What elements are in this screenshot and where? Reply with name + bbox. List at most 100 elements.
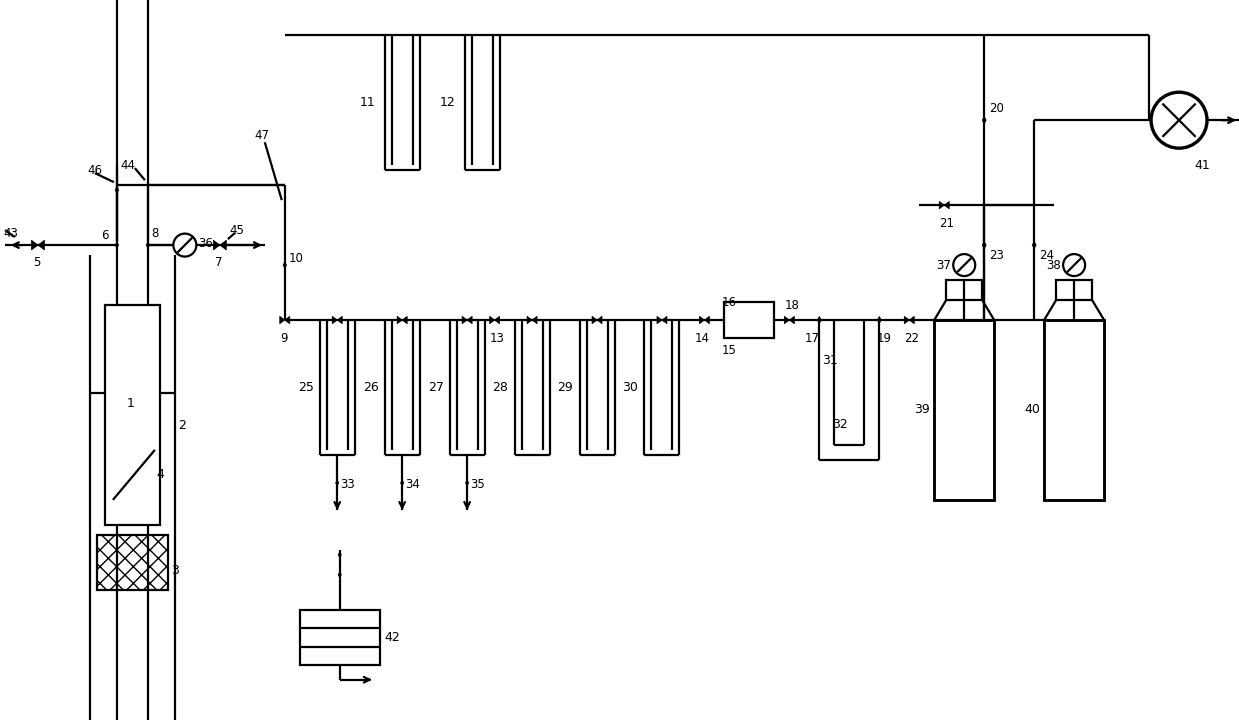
Text: 9: 9	[280, 331, 287, 344]
Text: 21: 21	[939, 217, 954, 230]
Polygon shape	[337, 316, 342, 324]
Bar	[97, 535, 167, 590]
Polygon shape	[662, 316, 667, 324]
Polygon shape	[527, 316, 532, 324]
Text: 12: 12	[440, 96, 456, 109]
Text: 18: 18	[784, 299, 799, 312]
Bar	[947, 280, 983, 300]
Polygon shape	[657, 316, 662, 324]
Text: 41: 41	[1194, 158, 1209, 171]
Polygon shape	[282, 262, 286, 269]
Text: 20: 20	[989, 102, 1004, 114]
Polygon shape	[115, 187, 119, 193]
Text: 4: 4	[157, 469, 165, 482]
Bar	[725, 302, 774, 338]
Polygon shape	[31, 240, 38, 250]
Text: 40: 40	[1025, 403, 1040, 416]
Text: 1: 1	[126, 397, 135, 410]
Text: 34: 34	[405, 478, 420, 491]
Text: 39: 39	[914, 403, 930, 416]
Polygon shape	[818, 316, 821, 323]
Text: 25: 25	[297, 381, 313, 394]
Polygon shape	[983, 241, 986, 248]
Circle shape	[953, 254, 975, 276]
Text: 37: 37	[937, 258, 952, 271]
Text: 42: 42	[384, 631, 400, 644]
Polygon shape	[592, 316, 597, 324]
Polygon shape	[280, 316, 285, 324]
Text: 36: 36	[198, 237, 213, 250]
Polygon shape	[1032, 241, 1036, 248]
Text: 7: 7	[214, 256, 222, 269]
Text: 29: 29	[558, 381, 574, 394]
Text: 8: 8	[151, 227, 159, 240]
Circle shape	[1151, 92, 1207, 148]
Polygon shape	[466, 480, 468, 486]
Polygon shape	[467, 316, 472, 324]
Polygon shape	[338, 572, 341, 577]
Polygon shape	[944, 202, 949, 209]
Polygon shape	[336, 480, 338, 486]
Text: 45: 45	[229, 224, 244, 237]
Text: 19: 19	[876, 331, 891, 344]
Polygon shape	[213, 240, 219, 250]
Circle shape	[1063, 254, 1085, 276]
Text: 38: 38	[1046, 258, 1061, 271]
Text: 16: 16	[721, 295, 736, 309]
Polygon shape	[904, 316, 909, 324]
Text: 3: 3	[171, 564, 178, 577]
Polygon shape	[494, 316, 499, 324]
Text: 26: 26	[363, 381, 378, 394]
Text: 28: 28	[493, 381, 508, 394]
Bar	[1044, 320, 1104, 500]
Polygon shape	[403, 316, 408, 324]
Polygon shape	[909, 316, 914, 324]
Polygon shape	[338, 552, 341, 558]
Polygon shape	[789, 316, 794, 324]
Polygon shape	[784, 316, 789, 324]
Text: 33: 33	[341, 478, 356, 491]
Polygon shape	[939, 202, 944, 209]
Text: 27: 27	[427, 381, 444, 394]
Polygon shape	[532, 316, 536, 324]
Polygon shape	[700, 316, 705, 324]
Polygon shape	[398, 316, 403, 324]
Text: 22: 22	[904, 331, 919, 344]
Text: 32: 32	[833, 418, 847, 431]
Text: 10: 10	[289, 251, 304, 264]
Polygon shape	[146, 242, 150, 248]
Polygon shape	[489, 316, 494, 324]
Polygon shape	[597, 316, 602, 324]
Circle shape	[173, 233, 196, 256]
Text: 13: 13	[489, 331, 504, 344]
Text: 2: 2	[178, 420, 186, 433]
Text: 17: 17	[804, 331, 819, 344]
Polygon shape	[462, 316, 467, 324]
Polygon shape	[705, 316, 710, 324]
Bar	[105, 305, 160, 525]
Text: 46: 46	[87, 163, 102, 176]
Text: 30: 30	[622, 381, 638, 394]
Text: 43: 43	[2, 227, 17, 240]
Text: 6: 6	[100, 229, 109, 242]
Polygon shape	[332, 316, 337, 324]
Text: 15: 15	[721, 343, 736, 356]
Text: 31: 31	[823, 354, 838, 366]
Polygon shape	[38, 240, 45, 250]
Polygon shape	[285, 316, 290, 324]
Text: 23: 23	[989, 248, 1004, 261]
Text: 47: 47	[255, 129, 270, 142]
Polygon shape	[877, 316, 881, 323]
Text: 5: 5	[33, 256, 41, 269]
Bar	[934, 320, 994, 500]
Text: 24: 24	[1040, 248, 1054, 261]
Bar	[300, 610, 379, 665]
Polygon shape	[400, 480, 404, 486]
Text: 44: 44	[120, 158, 135, 171]
Text: 14: 14	[694, 331, 710, 344]
Bar	[1056, 280, 1092, 300]
Text: 35: 35	[470, 478, 484, 491]
Polygon shape	[115, 242, 119, 248]
Text: 11: 11	[359, 96, 375, 109]
Polygon shape	[983, 117, 986, 124]
